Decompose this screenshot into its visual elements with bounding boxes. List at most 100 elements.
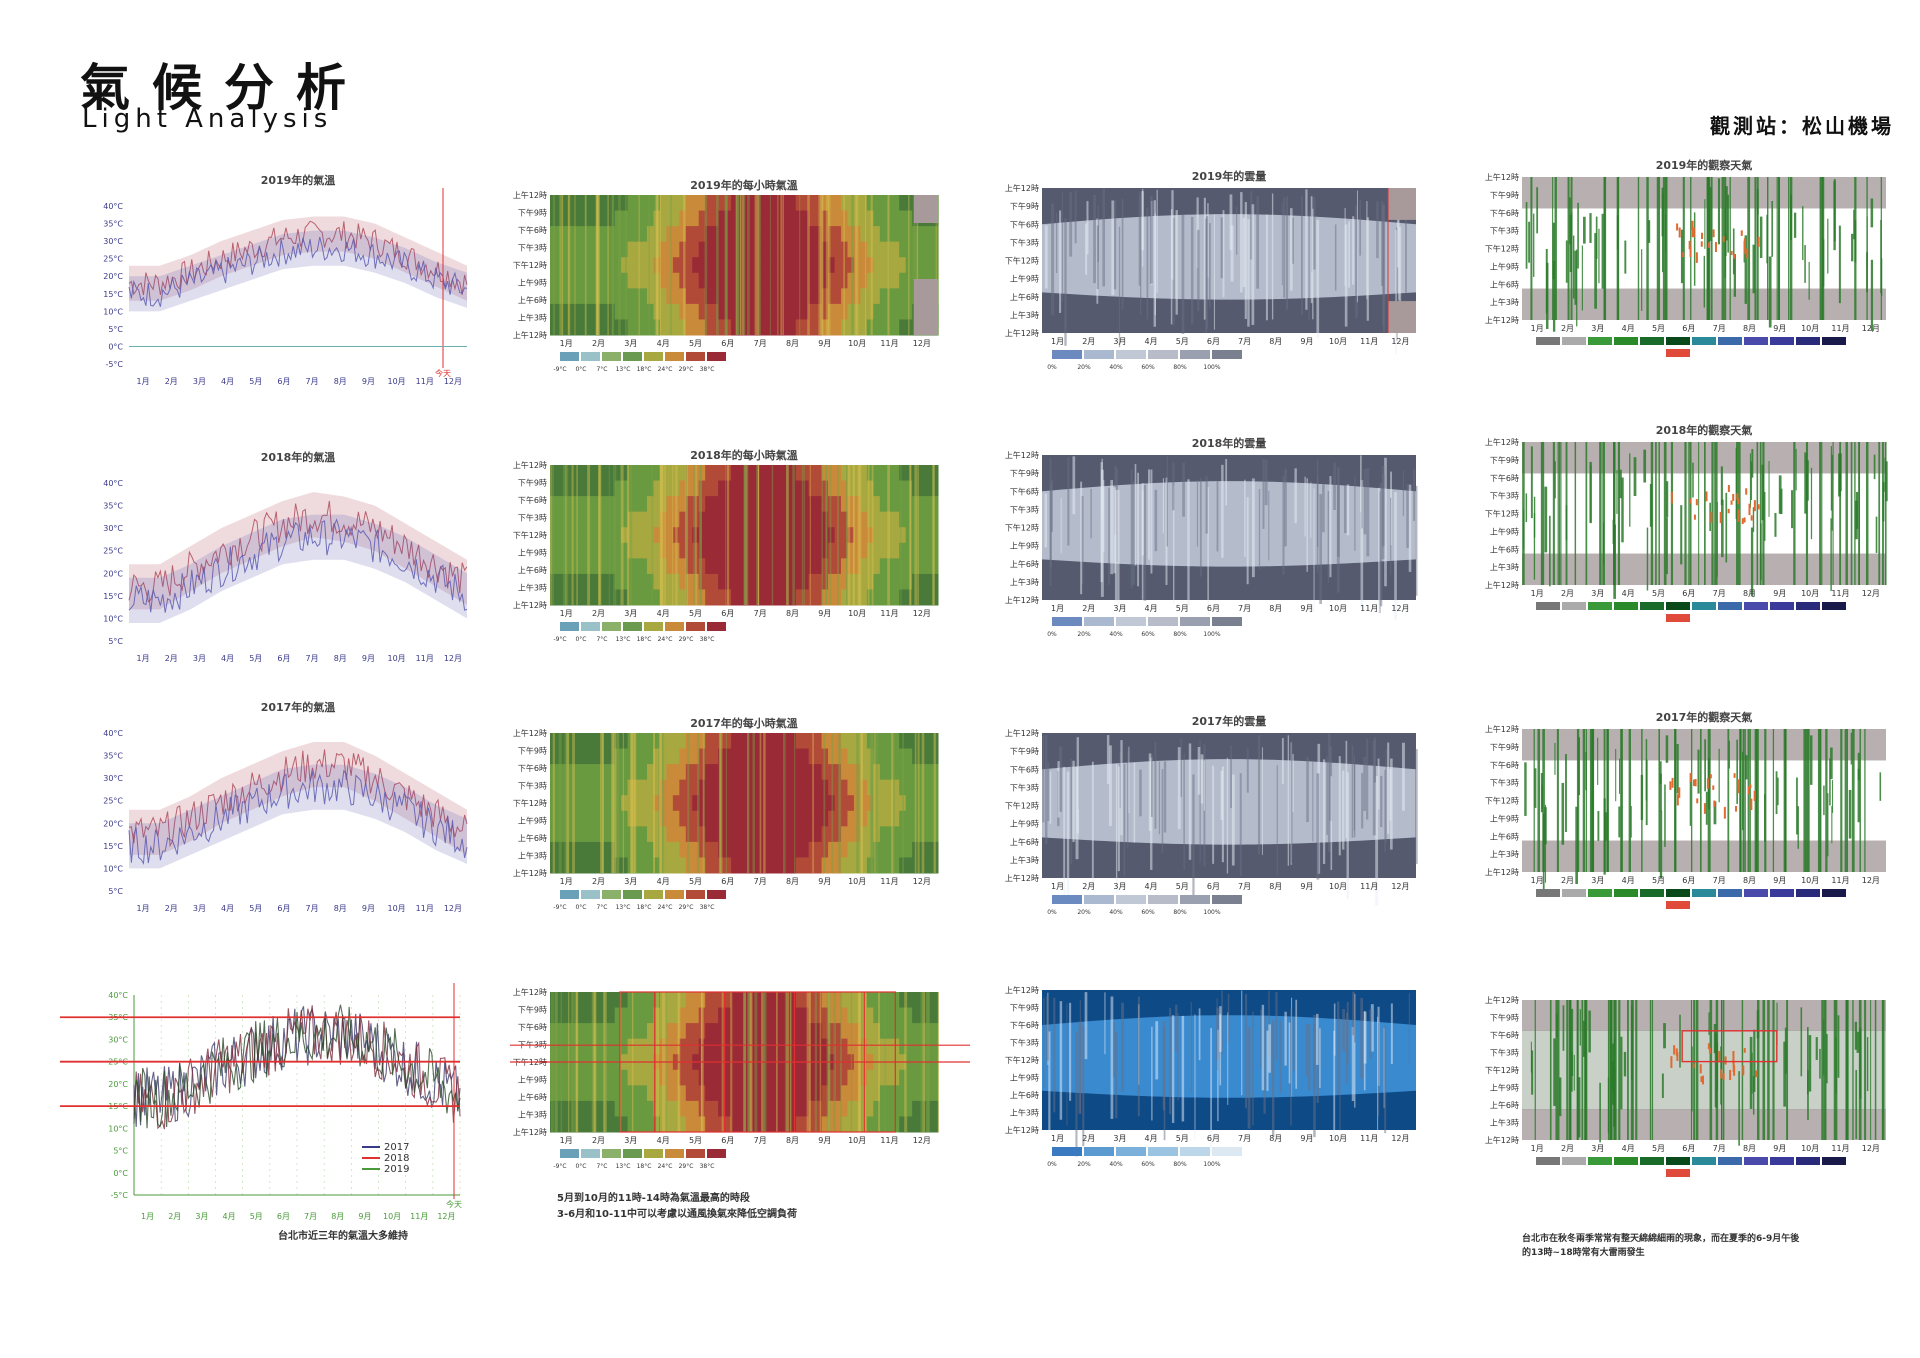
heat-chart-summary: 上午12時 下午9時 下午6時 下午3時 下午12時 上午9時 上午6時 上午3時 上午12時 1… bbox=[510, 970, 970, 1175]
cloud-streak bbox=[1063, 766, 1066, 897]
heat-cell bbox=[595, 992, 603, 1009]
heat-streak bbox=[561, 195, 564, 335]
heat-cell bbox=[899, 465, 907, 482]
heat-cell bbox=[672, 992, 680, 1009]
heat-streak bbox=[852, 465, 855, 605]
rain-streak bbox=[1621, 729, 1623, 872]
cloud-streak bbox=[1203, 197, 1206, 320]
rain-streak bbox=[1709, 502, 1711, 532]
cloud-streak bbox=[1196, 480, 1199, 547]
heat-streak bbox=[615, 733, 617, 873]
cloud-chart-summary-svg: 上午12時下午9時下午6時下午3時下午12時上午9時上午6時上午3時上午12時1… bbox=[1005, 985, 1416, 1168]
y-tick-label: 35°C bbox=[103, 220, 123, 229]
rain-streak bbox=[1778, 475, 1782, 514]
heat-streak bbox=[887, 465, 890, 605]
cloud-streak bbox=[1046, 996, 1049, 1061]
cloud-streak bbox=[1387, 742, 1390, 834]
heat-cell bbox=[711, 257, 719, 274]
chart-title: 2019年的觀察天氣 bbox=[1656, 158, 1753, 172]
heat-cell bbox=[866, 733, 874, 750]
heat-cell bbox=[853, 319, 861, 336]
heat-cell bbox=[731, 303, 739, 320]
heat-cell bbox=[556, 542, 564, 559]
x-tick-label: 8月 bbox=[1743, 1144, 1756, 1153]
rain-streak bbox=[1709, 1000, 1713, 1140]
scale-label: 100% bbox=[1203, 364, 1220, 371]
heat-cell bbox=[582, 779, 590, 796]
heat-cell bbox=[782, 542, 790, 559]
rain-streak bbox=[1803, 729, 1807, 872]
heat-cell bbox=[692, 480, 700, 497]
heat-cell bbox=[550, 241, 557, 258]
heat-cell bbox=[679, 527, 687, 544]
heat-cell bbox=[782, 826, 790, 843]
heat-cell bbox=[705, 1100, 713, 1117]
heat-streak bbox=[917, 465, 919, 605]
cloud-streak bbox=[1366, 217, 1369, 321]
rain-streak bbox=[1850, 732, 1852, 765]
rain-streak bbox=[1555, 1013, 1558, 1038]
cloud-streak bbox=[1165, 477, 1168, 586]
heat-cell bbox=[763, 272, 771, 289]
heat-streak bbox=[829, 465, 832, 605]
heat-cell bbox=[595, 748, 603, 765]
heat-cell bbox=[795, 748, 803, 765]
heat-cell bbox=[847, 465, 855, 482]
heat-cell bbox=[653, 1085, 661, 1102]
cloud-streak bbox=[1252, 1011, 1254, 1126]
rain-streak bbox=[1659, 773, 1662, 812]
heat-cell bbox=[853, 480, 861, 497]
cloud-streak bbox=[1406, 484, 1409, 549]
heat-cell bbox=[550, 992, 557, 1009]
heat-cell bbox=[614, 210, 622, 227]
scale-label: 13°C bbox=[616, 636, 631, 643]
rain-streak bbox=[1589, 729, 1593, 872]
heat-cell bbox=[737, 527, 745, 544]
cloud-streak bbox=[1177, 1013, 1179, 1101]
heat-cell bbox=[621, 319, 629, 336]
heat-streak bbox=[916, 195, 919, 335]
heat-cell bbox=[828, 733, 836, 750]
rain-streak bbox=[1835, 1037, 1837, 1094]
heat-note-2: 3-6月和10-11中可以考慮以通風換氣來降低空調負荷 bbox=[557, 1209, 798, 1220]
cloud-streak bbox=[1221, 990, 1223, 1055]
heat-cell bbox=[795, 795, 803, 812]
heat-cell bbox=[621, 857, 629, 874]
heat-cell bbox=[841, 764, 848, 781]
y-tick-label: 上午6時 bbox=[1010, 837, 1039, 847]
rain-streak bbox=[1771, 201, 1774, 257]
heat-cell bbox=[899, 733, 907, 750]
rain-streak bbox=[1777, 177, 1781, 320]
cloud-streak bbox=[1281, 738, 1284, 784]
heat-cell bbox=[795, 257, 803, 274]
heat-streak bbox=[726, 465, 730, 605]
rain-streak bbox=[1880, 177, 1882, 320]
y-tick-label: 上午12時 bbox=[1485, 867, 1519, 877]
heat-cell bbox=[931, 748, 939, 765]
rain-streak bbox=[1602, 442, 1605, 585]
heat-cell bbox=[802, 1085, 810, 1102]
scale-swatch bbox=[602, 890, 621, 899]
heat-cell bbox=[918, 1116, 926, 1133]
heat-cell bbox=[744, 465, 751, 482]
heat-cell bbox=[841, 226, 848, 243]
heat-cell bbox=[808, 210, 816, 227]
cloud-streak bbox=[1265, 214, 1268, 321]
rain-streak bbox=[1665, 177, 1667, 320]
heat-cell bbox=[731, 288, 739, 305]
heat-cell bbox=[659, 272, 667, 289]
heat-cell bbox=[608, 210, 616, 227]
rain-streak bbox=[1764, 491, 1766, 541]
heat-cell bbox=[866, 257, 874, 274]
heat-streak bbox=[563, 465, 566, 605]
highlight-box bbox=[1681, 1030, 1778, 1063]
heat-cell bbox=[582, 558, 590, 575]
y-tick-label: 20°C bbox=[103, 272, 123, 281]
heat-chart-2018: 2018年的每小時氣溫 上午12時 下午9時 下午6時 下午3時 下午12時 上午9時 上午6… bbox=[510, 445, 950, 655]
heat-cell bbox=[815, 257, 823, 274]
heat-cell bbox=[672, 841, 680, 858]
cloud-streak bbox=[1276, 765, 1278, 875]
rain-streak bbox=[1612, 519, 1615, 544]
heat-cell bbox=[808, 542, 816, 559]
heat-cell bbox=[588, 795, 596, 812]
